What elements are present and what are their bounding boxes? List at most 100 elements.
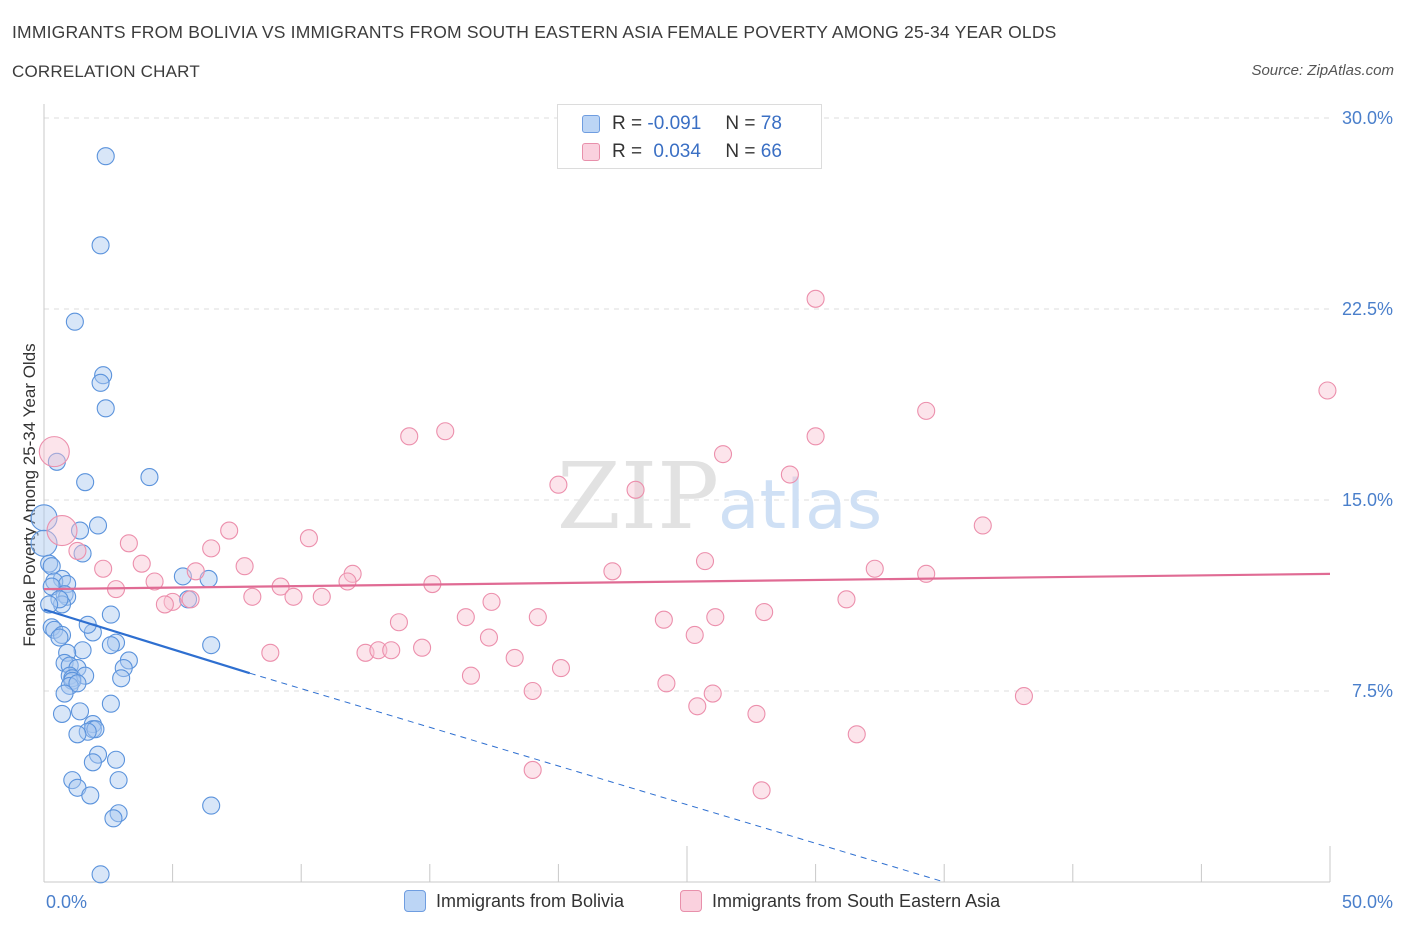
bolivia-point [70, 702, 90, 721]
bolivia-point [73, 544, 92, 563]
sea-point [626, 480, 645, 499]
data-points [30, 147, 1337, 884]
sea-point [38, 436, 70, 468]
y-tick-label: 22.5% [1342, 299, 1393, 319]
bolivia-point [106, 750, 126, 769]
x-tick-label: 50.0% [1342, 892, 1393, 912]
legend-r-label: R = [612, 113, 643, 134]
legend-item-bolivia: Immigrants from Bolivia [404, 890, 624, 912]
sea-point [603, 562, 622, 581]
sea-point [369, 641, 388, 660]
sea-point [806, 289, 825, 308]
sea-point [685, 625, 704, 645]
chart-subtitle: CORRELATION CHART [12, 62, 200, 81]
trend-lines [43, 572, 1331, 883]
bolivia-point [68, 674, 87, 693]
sea-point [657, 674, 676, 693]
bolivia-point [65, 312, 84, 331]
legend-item-sea: Immigrants from South Eastern Asia [680, 890, 1000, 912]
bolivia-point [88, 516, 108, 535]
legend-row-sea: R = 0.034 N = 66 [582, 140, 782, 164]
sea-point [155, 595, 174, 614]
chart-title: IMMIGRANTS FROM BOLIVIA VS IMMIGRANTS FR… [12, 22, 1057, 42]
bolivia-point [52, 704, 72, 723]
bolivia-point [73, 641, 92, 660]
sea-point [713, 445, 733, 464]
sea-point [132, 554, 151, 573]
sea-point [338, 572, 357, 591]
sea-point [312, 587, 331, 606]
y-tick-label: 30.0% [1342, 108, 1393, 128]
tick-labels: 7.5% 15.0% 22.5% 30.0% 0.0% 50.0% [46, 108, 1393, 912]
sea-point [505, 648, 524, 667]
sea-point [706, 608, 725, 627]
bolivia-point [101, 605, 120, 624]
sea-point [755, 603, 774, 622]
y-tick-label: 7.5% [1352, 681, 1393, 701]
legend-r-label: R = [612, 141, 643, 162]
bolivia-point [96, 147, 115, 166]
sea-point [413, 638, 432, 657]
bolivia-trend-extension [249, 672, 945, 883]
bolivia-point [202, 636, 221, 655]
stats-legend: R = -0.091 N = 78 R = 0.034 N = 66 [557, 104, 822, 169]
sea-point [482, 592, 501, 611]
sea-point [382, 641, 401, 660]
bolivia-point [91, 865, 110, 884]
legend-r-value-sea: 0.034 [653, 141, 701, 162]
sea-point [654, 610, 673, 629]
bolivia-point [40, 554, 59, 573]
bolivia-point [55, 684, 74, 703]
watermark: ZIP atlas [557, 443, 882, 550]
x-tick-label: 0.0% [46, 892, 87, 912]
sea-point [243, 587, 262, 606]
source-label: Source: ZipAtlas.com [1251, 62, 1394, 79]
bolivia-point [70, 521, 90, 540]
bolivia-point [112, 669, 131, 688]
bolivia-point [50, 590, 69, 609]
legend-r-value-bolivia: -0.091 [647, 113, 702, 134]
sea-point [523, 760, 542, 779]
legend-swatch-sea [680, 890, 702, 912]
sea-point [46, 515, 78, 547]
bolivia-point [104, 809, 123, 828]
sea-point [461, 666, 481, 685]
sea-point [847, 725, 866, 744]
bolivia-point [96, 399, 115, 418]
sea-point [752, 781, 771, 800]
sea-point [479, 628, 499, 647]
sea-point [456, 608, 475, 627]
bolivia-point [68, 725, 87, 744]
bolivia-point [140, 468, 159, 487]
sea-point [145, 572, 164, 591]
sea-point [973, 516, 992, 535]
sea-point [261, 643, 280, 662]
bolivia-trend-line [43, 608, 251, 675]
sea-point [389, 613, 408, 632]
legend-label-bolivia: Immigrants from Bolivia [436, 890, 625, 911]
bolivia-point [109, 771, 128, 790]
bolivia-point [76, 473, 95, 492]
sea-point [549, 475, 568, 494]
bolivia-point [81, 786, 100, 805]
axes [43, 104, 1331, 883]
sea-point [780, 465, 799, 484]
watermark-atlas: atlas [718, 466, 882, 545]
sea-point [1014, 687, 1033, 706]
sea-point [695, 552, 715, 571]
legend-n-label: N = [725, 141, 756, 162]
legend-n-value-bolivia: 78 [760, 113, 782, 134]
sea-point [235, 557, 254, 576]
sea-point [400, 427, 419, 446]
bolivia-point [101, 694, 120, 713]
legend-n-value-sea: 66 [760, 141, 782, 162]
sea-point [523, 681, 542, 701]
sea-point [551, 659, 571, 678]
sea-point [94, 559, 113, 578]
sea-point [181, 590, 200, 609]
sea-point [806, 427, 825, 446]
sea-point [220, 521, 239, 540]
sea-point [436, 422, 455, 441]
bolivia-point [50, 628, 69, 647]
